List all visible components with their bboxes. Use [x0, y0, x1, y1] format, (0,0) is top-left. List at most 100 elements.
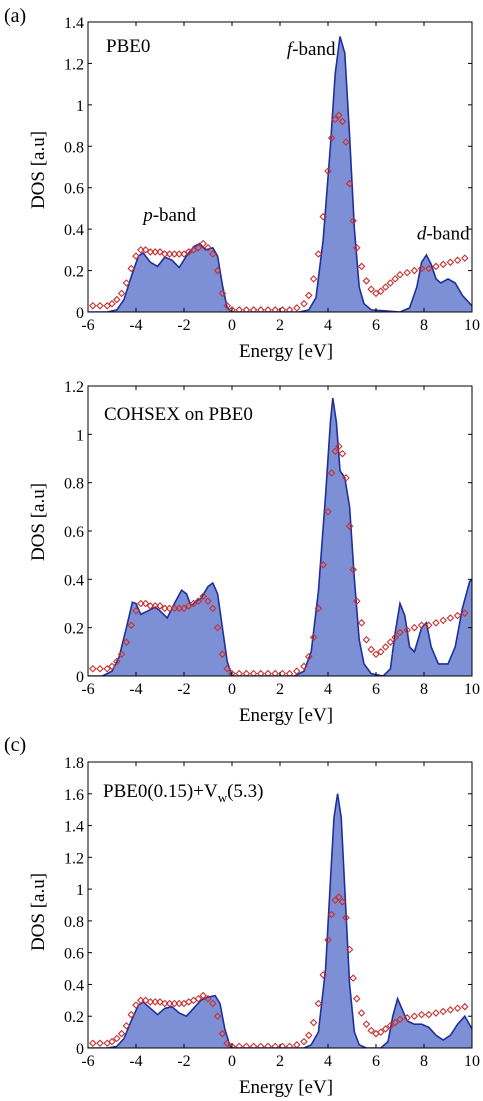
- x-tick-label: 6: [372, 317, 380, 334]
- panel-label: (a): [4, 5, 26, 27]
- experiment-marker: [175, 250, 183, 258]
- experiment-marker: [453, 611, 462, 620]
- experiment-marker: [213, 1012, 222, 1020]
- experiment-marker: [122, 1021, 131, 1030]
- experiment-marker: [309, 275, 318, 283]
- y-tick-label: 0.4: [64, 572, 84, 589]
- experiment-marker: [331, 115, 339, 124]
- x-tick-label: 8: [420, 1053, 428, 1070]
- panel-title: PBE0(0.15)+Vw(5.3): [103, 781, 263, 805]
- experiment-marker: [235, 1042, 243, 1048]
- x-tick-label: 8: [420, 681, 428, 698]
- experiment-marker: [372, 650, 380, 659]
- experiment-marker: [446, 258, 455, 267]
- plot-series: [88, 36, 472, 312]
- experiment-marker: [151, 602, 159, 610]
- experiment-marker: [309, 633, 318, 642]
- y-tick-label: 0: [76, 305, 84, 322]
- experiment-marker: [165, 604, 174, 613]
- experiment-marker: [113, 1034, 121, 1043]
- experiment-marker: [425, 264, 433, 273]
- experiment-marker: [403, 268, 411, 277]
- experiment-marker: [285, 1042, 294, 1048]
- experiment-marker: [357, 262, 366, 271]
- experiment-marker: [293, 667, 301, 675]
- experiment-marker: [396, 1015, 404, 1024]
- y-tick-label: 0.8: [64, 914, 84, 931]
- y-tick-label: 0.6: [64, 524, 84, 541]
- experiment-marker: [410, 1012, 419, 1020]
- experiment-marker: [204, 994, 212, 1003]
- experiment-marker: [223, 664, 231, 673]
- experiment-marker: [141, 246, 150, 254]
- experiment-marker: [96, 1039, 104, 1048]
- experiment-marker: [213, 266, 222, 275]
- dos-line: [88, 36, 472, 312]
- y-tick-label: 0.2: [64, 621, 84, 638]
- experiment-marker: [117, 650, 126, 659]
- experiment-marker: [132, 606, 140, 615]
- x-tick-label: 0: [228, 681, 236, 698]
- dos-area: [88, 36, 472, 312]
- x-tick-label: 2: [276, 1053, 284, 1070]
- experiment-marker: [338, 898, 347, 906]
- experiment-marker: [410, 266, 419, 275]
- experiment-marker: [146, 602, 155, 610]
- y-tick-label: 1: [76, 98, 84, 115]
- panel-label: (c): [4, 734, 26, 756]
- y-tick-label: 0.6: [64, 946, 84, 963]
- experiment-marker: [218, 289, 227, 298]
- experiment-marker: [189, 246, 198, 254]
- dos-line: [88, 793, 472, 1048]
- experiment-marker: [161, 250, 169, 258]
- panel-a: (a) DOS [a.u] -6 -4 -2 0 2 4 6 8 10 0 0.2 0.4 0.6 0.8…: [4, 5, 480, 362]
- experiment-marker: [223, 302, 231, 310]
- experiment-marker: [377, 287, 385, 296]
- experiment-marker: [137, 996, 145, 1005]
- experiment-marker: [349, 974, 357, 982]
- experiment-marker: [345, 179, 354, 188]
- experiment-marker: [285, 306, 294, 312]
- experiment-marker: [189, 599, 198, 608]
- y-tick-label: 1.2: [64, 850, 84, 867]
- experiment-marker: [327, 910, 336, 919]
- x-axis-label: Energy [eV]: [239, 1077, 333, 1098]
- experiment-marker: [137, 599, 145, 608]
- experiment-marker: [314, 604, 323, 613]
- experiment-marker: [446, 1006, 455, 1014]
- experiment-marker: [209, 999, 217, 1008]
- experiment-marker: [391, 1018, 399, 1027]
- experiment-marker: [170, 999, 179, 1008]
- experiment-marker: [108, 299, 116, 308]
- x-tick-label: 6: [372, 1053, 380, 1070]
- dos-area: [88, 793, 472, 1048]
- x-tick-label: -4: [129, 1053, 142, 1070]
- experiment-marker: [335, 893, 343, 901]
- experiment-marker: [194, 597, 203, 605]
- x-tick-label: -6: [81, 1053, 94, 1070]
- experiment-marker: [113, 295, 121, 304]
- experiment-marker: [367, 285, 375, 293]
- experiment-marker: [204, 597, 212, 605]
- experiment-marker: [386, 1021, 395, 1030]
- y-tick-label: 0.4: [64, 977, 84, 994]
- experiment-marker: [185, 248, 193, 256]
- experiment-marker: [103, 664, 111, 673]
- experiment-marker: [305, 291, 313, 300]
- experiment-marker: [132, 252, 140, 260]
- experiment-marker: [342, 913, 350, 922]
- y-tick-label: 1.2: [64, 379, 84, 396]
- y-axis-label: DOS [a.u]: [28, 131, 49, 209]
- band-annotation: d-band: [417, 224, 470, 245]
- experiment-marker: [349, 217, 357, 225]
- x-tick-label: 4: [324, 317, 332, 334]
- y-tick-label: 0: [76, 1041, 84, 1058]
- experiment-marker: [391, 633, 399, 642]
- plot-series: [88, 397, 472, 676]
- experiment-marker: [199, 592, 207, 601]
- y-tick-label: 1.2: [64, 56, 84, 73]
- plot-series: [88, 793, 472, 1048]
- experiment-marker: [257, 1042, 265, 1048]
- experiment-marker: [432, 262, 440, 271]
